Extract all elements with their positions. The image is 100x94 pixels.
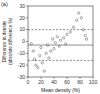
point — [76, 19, 78, 21]
reference-line — [28, 45, 93, 46]
point — [48, 57, 50, 59]
y-tick — [26, 77, 28, 78]
point — [66, 33, 68, 35]
point — [80, 17, 82, 19]
y-tick-label: 30 — [19, 3, 25, 9]
y-tick-label: -10 — [18, 50, 25, 56]
y-tick-label: -30 — [18, 74, 25, 80]
point — [32, 50, 34, 52]
point — [63, 37, 65, 39]
x-tick-label: 40 — [51, 79, 57, 85]
y-tick — [26, 29, 28, 30]
panel-label: (a) — [1, 1, 8, 7]
y-tick — [26, 65, 28, 66]
x-tick-label: 80 — [77, 79, 83, 85]
point — [41, 62, 43, 64]
point — [59, 39, 61, 41]
y-tick — [26, 17, 28, 18]
y-tick-label: 0 — [22, 38, 25, 44]
x-tick-label: 100 — [89, 79, 98, 85]
x-tick-label: 60 — [64, 79, 70, 85]
y-tick — [26, 53, 28, 54]
point — [82, 28, 84, 30]
point — [58, 45, 60, 47]
point — [65, 43, 67, 45]
point — [84, 34, 86, 36]
point — [54, 41, 56, 43]
point — [33, 58, 35, 60]
plot-frame — [28, 6, 93, 77]
y-tick — [26, 6, 28, 7]
x-axis-label: Mean density (%) — [41, 87, 80, 93]
point — [45, 52, 47, 54]
point — [37, 66, 39, 68]
y-axis-label: (absolute difference %) — [8, 17, 13, 65]
point — [30, 43, 32, 45]
x-tick-label: 0 — [27, 79, 30, 85]
chart: 0 20 40 60 80 100 -30 -20 -10 0 10 20 30 (a) Mean dens… — [0, 0, 100, 94]
point — [35, 64, 37, 66]
point — [69, 31, 71, 33]
point — [85, 38, 87, 40]
point — [53, 47, 55, 49]
reference-line — [28, 60, 93, 61]
point — [72, 26, 74, 28]
reference-line — [28, 29, 93, 30]
point — [46, 44, 48, 46]
point — [40, 46, 42, 48]
point — [43, 70, 45, 72]
point — [56, 36, 58, 38]
y-tick — [26, 41, 28, 42]
point — [78, 12, 80, 14]
point — [52, 38, 54, 40]
y-axis-label: Difference in density — [2, 20, 7, 62]
y-tick-label: 10 — [19, 26, 25, 32]
point — [50, 50, 52, 52]
y-tick-label: 20 — [19, 15, 25, 21]
plot-area — [28, 12, 93, 72]
x-tick-label: 20 — [38, 79, 44, 85]
point — [39, 55, 41, 57]
y-tick-label: -20 — [18, 62, 25, 68]
